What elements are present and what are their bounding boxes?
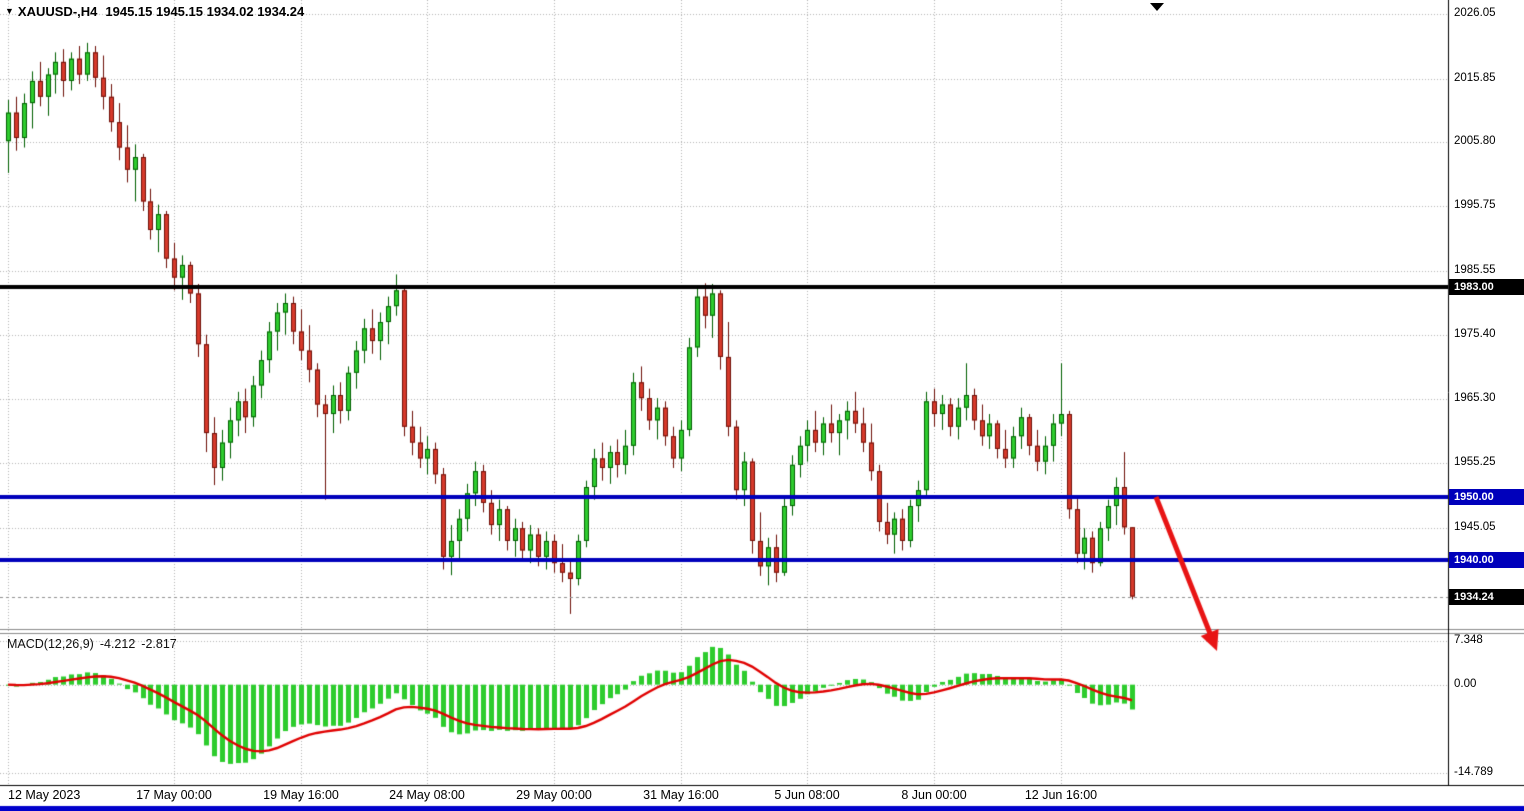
time-tick-label: 17 May 00:00 bbox=[136, 788, 212, 802]
price-tick-label: 1985.55 bbox=[1454, 263, 1496, 276]
horizontal-line-object-1950.00[interactable] bbox=[0, 494, 1448, 501]
price-scale[interactable]: 2026.05 2015.85 2005.80 1995.75 1985.55 1975.… bbox=[1449, 0, 1524, 785]
current-price-badge: 1934.24 bbox=[1449, 588, 1524, 605]
macd-tick-label: 7.348 bbox=[1454, 633, 1483, 646]
time-axis[interactable]: 12 May 2023 17 May 00:00 19 May 16:00 24 Ma… bbox=[0, 788, 1524, 806]
price-tick-label: 1995.75 bbox=[1454, 199, 1496, 212]
time-tick-label: 5 Jun 08:00 bbox=[774, 788, 840, 802]
price-tick-label: 2005.80 bbox=[1454, 135, 1496, 148]
horizontal-line-object-1983.00[interactable] bbox=[0, 284, 1448, 291]
horizontal-line-object-1940.00[interactable] bbox=[0, 557, 1448, 564]
time-tick-label: 8 Jun 00:00 bbox=[901, 788, 967, 802]
macd-tick-label: -14.789 bbox=[1454, 766, 1494, 779]
symbol-marker-icon: ▼ bbox=[5, 6, 14, 16]
macd-tick-label: 0.00 bbox=[1454, 677, 1477, 690]
price-tick-label: 1965.30 bbox=[1454, 392, 1496, 405]
macd-indicator-label: MACD(12,26,9) -4.212 -2.817 bbox=[7, 637, 177, 651]
arrow-annotation[interactable] bbox=[1146, 487, 1227, 661]
time-tick-label: 29 May 00:00 bbox=[516, 788, 592, 802]
chart-title: ▼ XAUUSD-,H4 1945.15 1945.15 1934.02 1934.… bbox=[5, 4, 304, 19]
price-line-badge: 1983.00 bbox=[1449, 279, 1524, 296]
time-tick-label: 12 May 2023 bbox=[8, 788, 81, 802]
symbol-timeframe-label: XAUUSD-,H4 bbox=[17, 4, 98, 19]
time-tick-label: 12 Jun 16:00 bbox=[1024, 788, 1098, 802]
price-line-badge: 1950.00 bbox=[1449, 488, 1524, 505]
chart-shift-marker-icon[interactable] bbox=[1150, 3, 1164, 11]
macd-value: -4.212 bbox=[99, 637, 136, 651]
price-tick-label: 2026.05 bbox=[1454, 6, 1496, 19]
price-tick-label: 1975.40 bbox=[1454, 328, 1496, 341]
price-tick-label: 1955.25 bbox=[1454, 456, 1496, 469]
macd-label-text: MACD(12,26,9) bbox=[7, 637, 94, 651]
price-tick-label: 2015.85 bbox=[1454, 71, 1496, 84]
macd-signal-value: -2.817 bbox=[141, 637, 177, 651]
time-tick-label: 31 May 16:00 bbox=[643, 788, 719, 802]
time-tick-label: 24 May 08:00 bbox=[389, 788, 465, 802]
ohlc-readout: 1945.15 1945.15 1934.02 1934.24 bbox=[105, 4, 305, 19]
price-line-badge: 1940.00 bbox=[1449, 551, 1524, 568]
price-tick-label: 1945.05 bbox=[1454, 520, 1496, 533]
time-tick-label: 19 May 16:00 bbox=[263, 788, 339, 802]
